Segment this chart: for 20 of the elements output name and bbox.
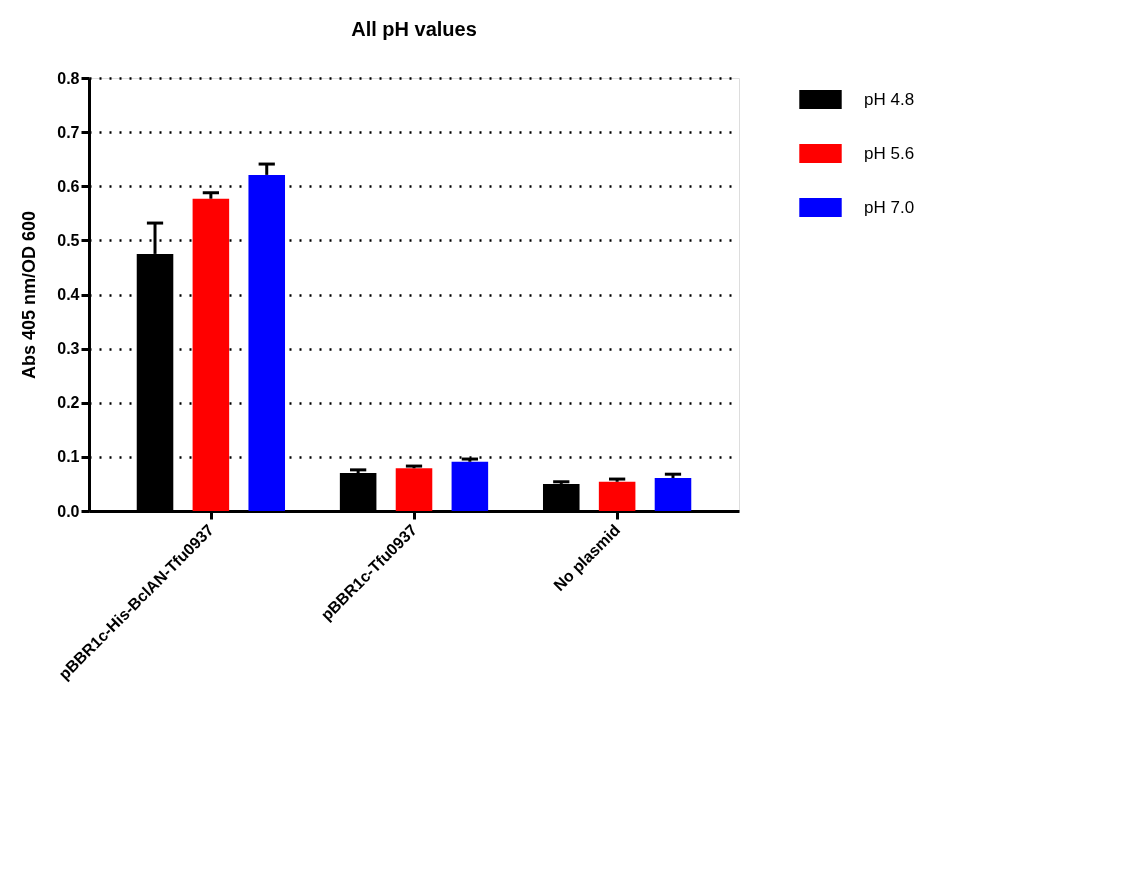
bar [598,481,636,511]
legend-label: pH 5.6 [864,143,915,163]
y-axis-title: Abs 405 nm/OD 600 [19,210,40,380]
y-tick-label: 0.8 [57,69,80,87]
y-tick-label: 0.0 [57,502,80,520]
y-tick-label: 0.5 [57,231,80,249]
y-tick-label: 0.7 [57,123,80,141]
bar [654,477,692,511]
y-tick-label: 0.3 [57,340,80,358]
bar [395,468,433,511]
y-tick-label: 0.6 [57,177,80,195]
chart-title: All pH values [351,18,477,40]
y-tick-label: 0.2 [57,394,80,412]
legend-label: pH 4.8 [864,89,915,109]
bar [248,174,286,511]
y-tick-label: 0.1 [57,448,80,466]
legend-label: pH 7.0 [864,197,915,217]
bar [451,461,489,511]
y-tick-label: 0.4 [57,286,80,303]
bar [192,198,230,511]
